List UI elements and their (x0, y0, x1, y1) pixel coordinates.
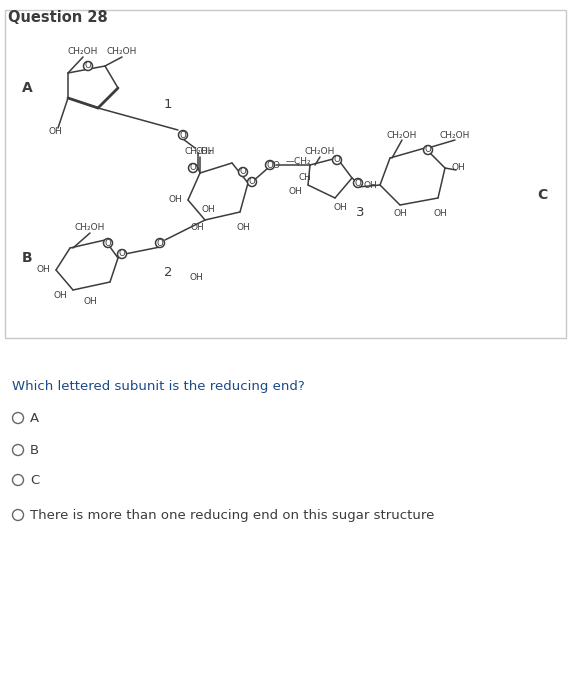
Circle shape (332, 155, 341, 164)
Text: CH₂OH: CH₂OH (68, 48, 98, 57)
Text: OH: OH (201, 205, 215, 215)
Circle shape (13, 444, 23, 456)
Circle shape (424, 145, 432, 155)
Circle shape (247, 178, 256, 186)
Circle shape (13, 474, 23, 485)
Text: O: O (85, 61, 91, 71)
Text: O: O (156, 238, 163, 248)
Text: OH: OH (288, 188, 302, 197)
Circle shape (103, 238, 112, 248)
Text: O: O (355, 178, 361, 188)
Text: CH₂OH: CH₂OH (305, 147, 335, 157)
Circle shape (353, 178, 363, 188)
Text: OH: OH (363, 180, 377, 190)
Text: O: O (333, 155, 340, 164)
Text: OH: OH (36, 266, 50, 275)
Text: CH₂OH: CH₂OH (185, 147, 215, 157)
Text: OH: OH (433, 209, 447, 217)
Text: C: C (30, 474, 39, 487)
Text: A: A (30, 411, 39, 425)
Text: OH: OH (236, 223, 250, 232)
Text: 3: 3 (356, 205, 364, 219)
Text: OH: OH (53, 291, 67, 301)
Text: 2: 2 (164, 266, 172, 279)
Circle shape (13, 413, 23, 423)
Text: B: B (30, 444, 39, 456)
Text: CH₂OH: CH₂OH (107, 48, 137, 57)
Circle shape (188, 164, 198, 172)
Text: CH₂: CH₂ (196, 147, 212, 155)
Text: CH₂OH: CH₂OH (387, 131, 417, 139)
Circle shape (13, 509, 23, 520)
Text: A: A (22, 81, 33, 95)
Text: O: O (267, 160, 274, 170)
Text: O: O (104, 238, 111, 248)
Text: There is more than one reducing end on this sugar structure: There is more than one reducing end on t… (30, 509, 435, 522)
Text: O: O (272, 160, 279, 170)
Text: 1: 1 (164, 98, 172, 112)
Text: O: O (248, 178, 255, 186)
Circle shape (155, 238, 164, 248)
Text: OH: OH (333, 203, 347, 211)
Text: Which lettered subunit is the reducing end?: Which lettered subunit is the reducing e… (12, 380, 305, 393)
Text: Question 28: Question 28 (8, 10, 108, 25)
Circle shape (179, 131, 187, 139)
Circle shape (266, 160, 275, 170)
Text: C: C (537, 188, 547, 202)
Text: OH: OH (168, 195, 182, 205)
FancyBboxPatch shape (5, 10, 566, 338)
Text: OH: OH (48, 127, 62, 137)
Circle shape (239, 168, 247, 176)
Text: CH: CH (299, 174, 311, 182)
Text: OH: OH (83, 297, 97, 306)
Text: OH: OH (451, 164, 465, 172)
Circle shape (83, 61, 93, 71)
Text: B: B (22, 251, 33, 265)
Text: OH: OH (393, 209, 407, 217)
Text: OH: OH (189, 273, 203, 283)
Text: CH₂OH: CH₂OH (75, 223, 105, 232)
Text: O: O (240, 168, 246, 176)
Text: —CH₂: —CH₂ (286, 157, 312, 166)
Text: OH: OH (190, 223, 204, 232)
Text: O: O (425, 145, 431, 155)
Circle shape (118, 250, 127, 258)
Text: O: O (180, 131, 186, 139)
Text: O: O (190, 164, 196, 172)
Text: O: O (119, 250, 126, 258)
Text: CH₂OH: CH₂OH (440, 131, 470, 139)
